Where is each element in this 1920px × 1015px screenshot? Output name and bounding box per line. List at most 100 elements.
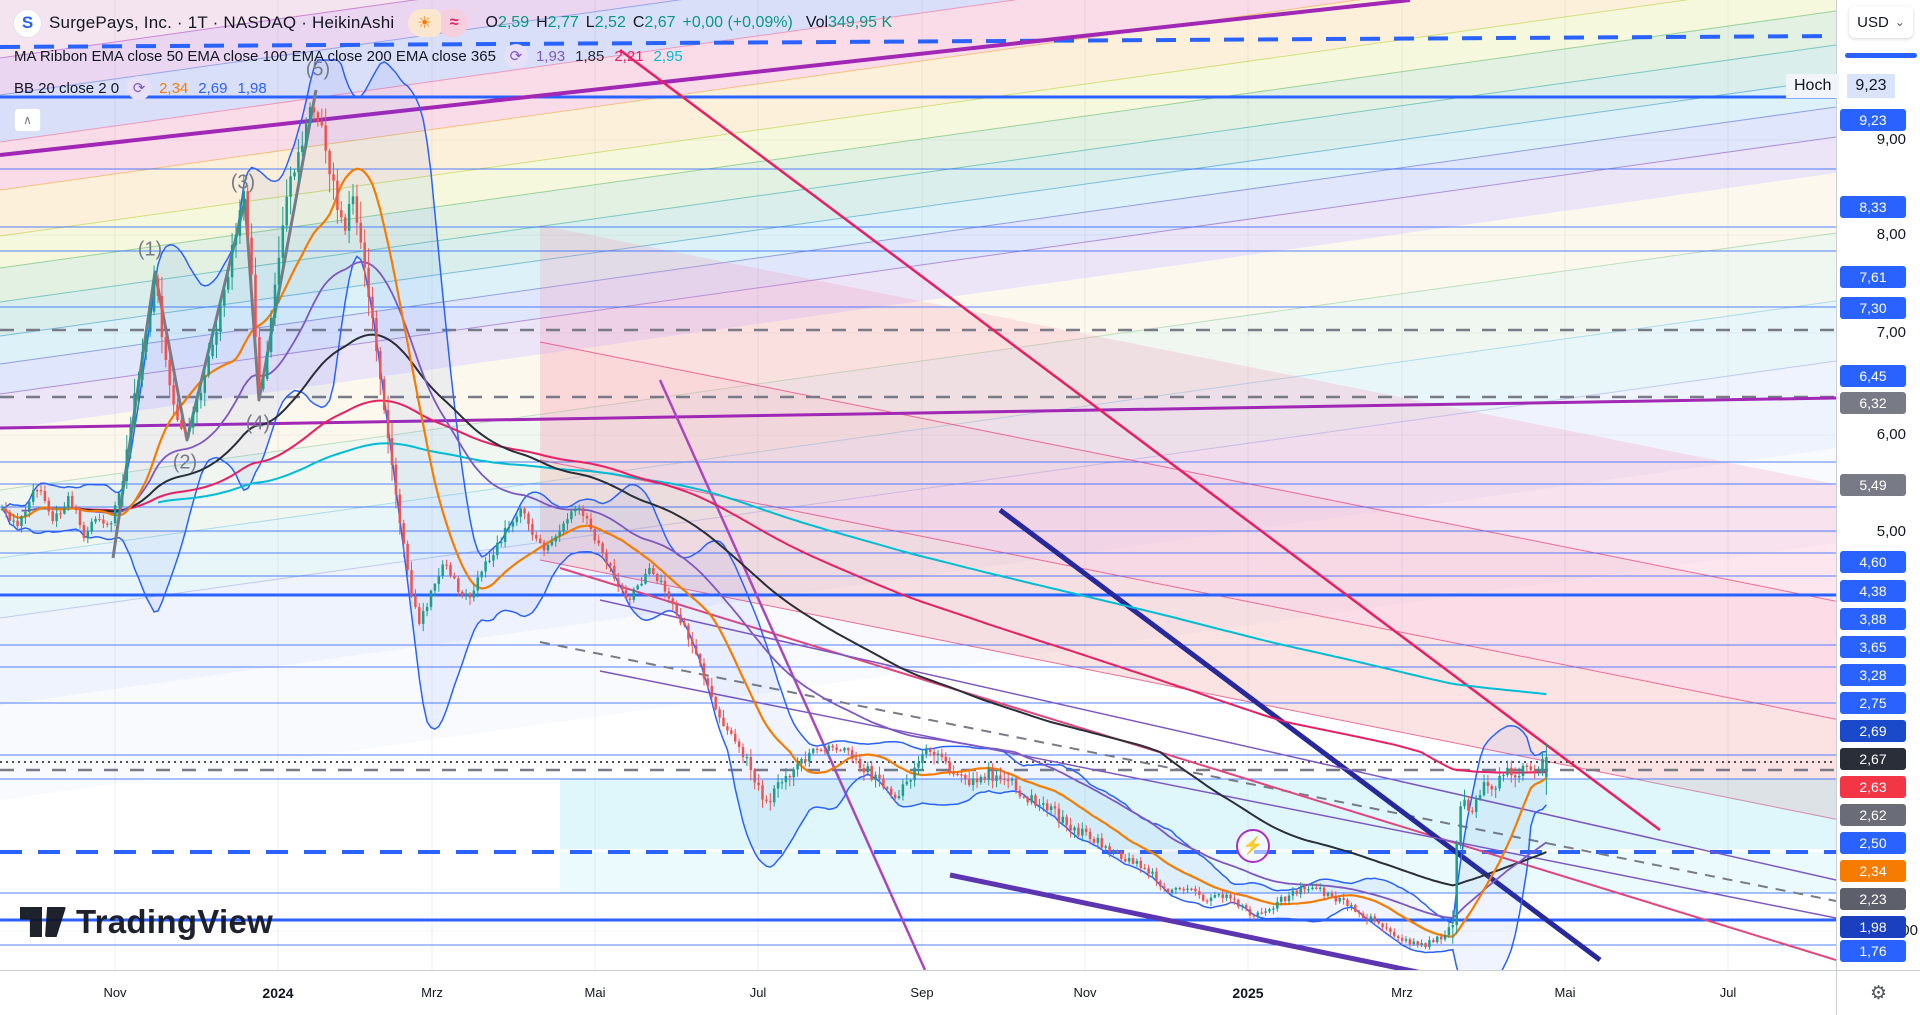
chart-canvas[interactable] bbox=[0, 0, 1836, 970]
wave-label: (5) bbox=[305, 58, 331, 81]
dashed-gray-trendline bbox=[539, 641, 1836, 902]
purple-trendline-thin-2 bbox=[599, 670, 1836, 919]
price-badge: 2,75 bbox=[1840, 692, 1906, 714]
ohlc-readout: O 2,59 H 2,77 L 2,52 C 2,67 +0,00 (+0,09%) V… bbox=[486, 14, 893, 32]
ma-ribbon-value: 2,21 bbox=[614, 47, 644, 65]
price-badge: 1,76 bbox=[1840, 940, 1906, 962]
tradingview-logo-text: TradingView bbox=[76, 903, 274, 940]
refresh-icon[interactable]: ⟳ bbox=[127, 76, 152, 100]
price-badge: 8,33 bbox=[1840, 196, 1906, 218]
refresh-icon[interactable]: ⟳ bbox=[503, 44, 528, 68]
wave-label: (3) bbox=[230, 171, 256, 194]
sun-icon[interactable]: ☀ bbox=[408, 9, 441, 37]
candles bbox=[0, 102, 1548, 950]
change-value: +0,00 (+0,09%) bbox=[682, 14, 793, 31]
high-word: Hoch bbox=[1786, 74, 1840, 98]
crimson-trendline-steep bbox=[619, 49, 1661, 831]
indicator-row-ma-ribbon[interactable]: MA Ribbon EMA close 50 EMA close 100 EMA… bbox=[14, 44, 683, 68]
time-label: Mai bbox=[1554, 985, 1576, 1000]
price-badge: 6,45 bbox=[1840, 365, 1906, 387]
price-badge: 2,50 bbox=[1840, 832, 1906, 854]
time-axis[interactable]: Nov 2024 Mrz Mai Jul Sep Nov 2025 Mrz Mai Jul bbox=[0, 970, 1836, 1015]
axis-settings-corner[interactable]: ⚙ bbox=[1836, 970, 1920, 1015]
price-badge: 9,23 bbox=[1840, 109, 1906, 131]
wave-label: (4) bbox=[245, 412, 271, 435]
gear-icon[interactable]: ⚙ bbox=[1869, 982, 1888, 1004]
time-label: Jul bbox=[749, 985, 767, 1000]
time-label: Jul bbox=[1719, 985, 1737, 1000]
open-label: O bbox=[485, 14, 498, 31]
session-high-label: Hoch 9,23 bbox=[1786, 74, 1895, 98]
ema-50-line bbox=[21, 260, 1547, 919]
lightning-marker[interactable]: ⚡ bbox=[1236, 829, 1270, 863]
price-badge: 2,67 bbox=[1840, 748, 1906, 770]
ema-100-line bbox=[40, 333, 1547, 887]
wave-label: (1) bbox=[137, 238, 163, 261]
high-value: 2,77 bbox=[547, 14, 579, 31]
price-badge: 3,28 bbox=[1840, 664, 1906, 686]
price-badge: 6,32 bbox=[1840, 392, 1906, 414]
currency-selector[interactable]: USD ⌄ bbox=[1849, 6, 1913, 38]
bb-value: 2,69 bbox=[198, 79, 228, 97]
volume-label: Vol bbox=[805, 14, 829, 31]
wave-label: (2) bbox=[172, 451, 198, 474]
bb-label: BB 20 close 2 0 bbox=[14, 79, 120, 97]
price-badge: 7,61 bbox=[1840, 266, 1906, 288]
price-badge: 4,60 bbox=[1840, 551, 1906, 573]
chevron-down-icon: ⌄ bbox=[1894, 15, 1905, 29]
currency-active-underline bbox=[1845, 53, 1917, 58]
price-level-lines bbox=[0, 95, 1836, 946]
tradingview-logo-icon bbox=[20, 907, 66, 937]
ma-ribbon-value: 2,95 bbox=[653, 47, 683, 65]
close-label: C bbox=[632, 14, 645, 31]
tradingview-watermark: TradingView bbox=[20, 903, 273, 941]
time-label: Mrz bbox=[421, 985, 443, 1000]
indicator-row-bb[interactable]: BB 20 close 2 0 ⟳ 2,34 2,69 1,98 bbox=[14, 76, 267, 100]
ma-ribbon-value: 1,85 bbox=[575, 47, 605, 65]
price-badge: 3,88 bbox=[1840, 608, 1906, 630]
bb-value: 2,34 bbox=[159, 79, 189, 97]
purple-trendline-thin-1 bbox=[599, 599, 1836, 881]
dashed-blue-trendline-top bbox=[0, 34, 1836, 49]
price-badge: 2,69 bbox=[1840, 720, 1906, 742]
price-badge: 3,65 bbox=[1840, 636, 1906, 658]
collapse-indicators-button[interactable]: ∧ bbox=[14, 108, 41, 132]
ema-365-line bbox=[157, 442, 1547, 696]
time-label: Nov bbox=[1073, 985, 1097, 1000]
time-label: Nov bbox=[103, 985, 127, 1000]
symbol-header: S SurgePays, Inc. · 1T · NASDAQ · Heikin… bbox=[14, 8, 892, 38]
navy-trendline bbox=[998, 508, 1602, 962]
currency-label: USD bbox=[1857, 13, 1889, 31]
price-badge: 2,23 bbox=[1840, 888, 1906, 910]
symbol-title[interactable]: SurgePays, Inc. · 1T · NASDAQ · HeikinAs… bbox=[49, 13, 395, 32]
price-badge: 2,63 bbox=[1840, 776, 1906, 798]
magenta-trendline-steep bbox=[658, 379, 927, 970]
price-badge: 1,98 bbox=[1840, 916, 1906, 938]
bb-values: 2,34 2,69 1,98 bbox=[159, 80, 267, 97]
price-badge: 2,34 bbox=[1840, 860, 1906, 882]
magenta-trendline-upper bbox=[0, 0, 1411, 157]
ema-200-line bbox=[79, 399, 1547, 774]
elliott-wave-line bbox=[111, 89, 318, 559]
symbol-logo[interactable]: S bbox=[14, 9, 41, 37]
grid bbox=[0, 0, 1836, 970]
purple-trendline-thick bbox=[949, 872, 1421, 970]
price-tick: 6,00 bbox=[1876, 426, 1906, 443]
price-tick: 5,00 bbox=[1876, 523, 1906, 540]
waves-icon[interactable]: ≈ bbox=[440, 9, 468, 37]
low-value: 2,52 bbox=[594, 14, 626, 31]
price-badge: 5,49 bbox=[1840, 474, 1906, 496]
time-label: Mrz bbox=[1391, 985, 1413, 1000]
high-label: H bbox=[536, 14, 548, 31]
lightning-icon: ⚡ bbox=[1242, 836, 1264, 855]
ma-ribbon-value: 1,93 bbox=[535, 47, 566, 65]
price-tick: 8,00 bbox=[1876, 226, 1906, 243]
ma-ribbon-values: 1,93 1,85 2,21 2,95 bbox=[536, 48, 683, 65]
volume-value: 349,95 K bbox=[828, 14, 893, 31]
low-label: L bbox=[585, 14, 595, 31]
time-label: 2025 bbox=[1232, 985, 1264, 1001]
bb-value: 1,98 bbox=[237, 79, 267, 97]
price-axis[interactable]: 9,008,007,006,005,002,009,238,337,617,30… bbox=[1836, 0, 1920, 970]
trend-lines bbox=[0, 0, 1836, 970]
